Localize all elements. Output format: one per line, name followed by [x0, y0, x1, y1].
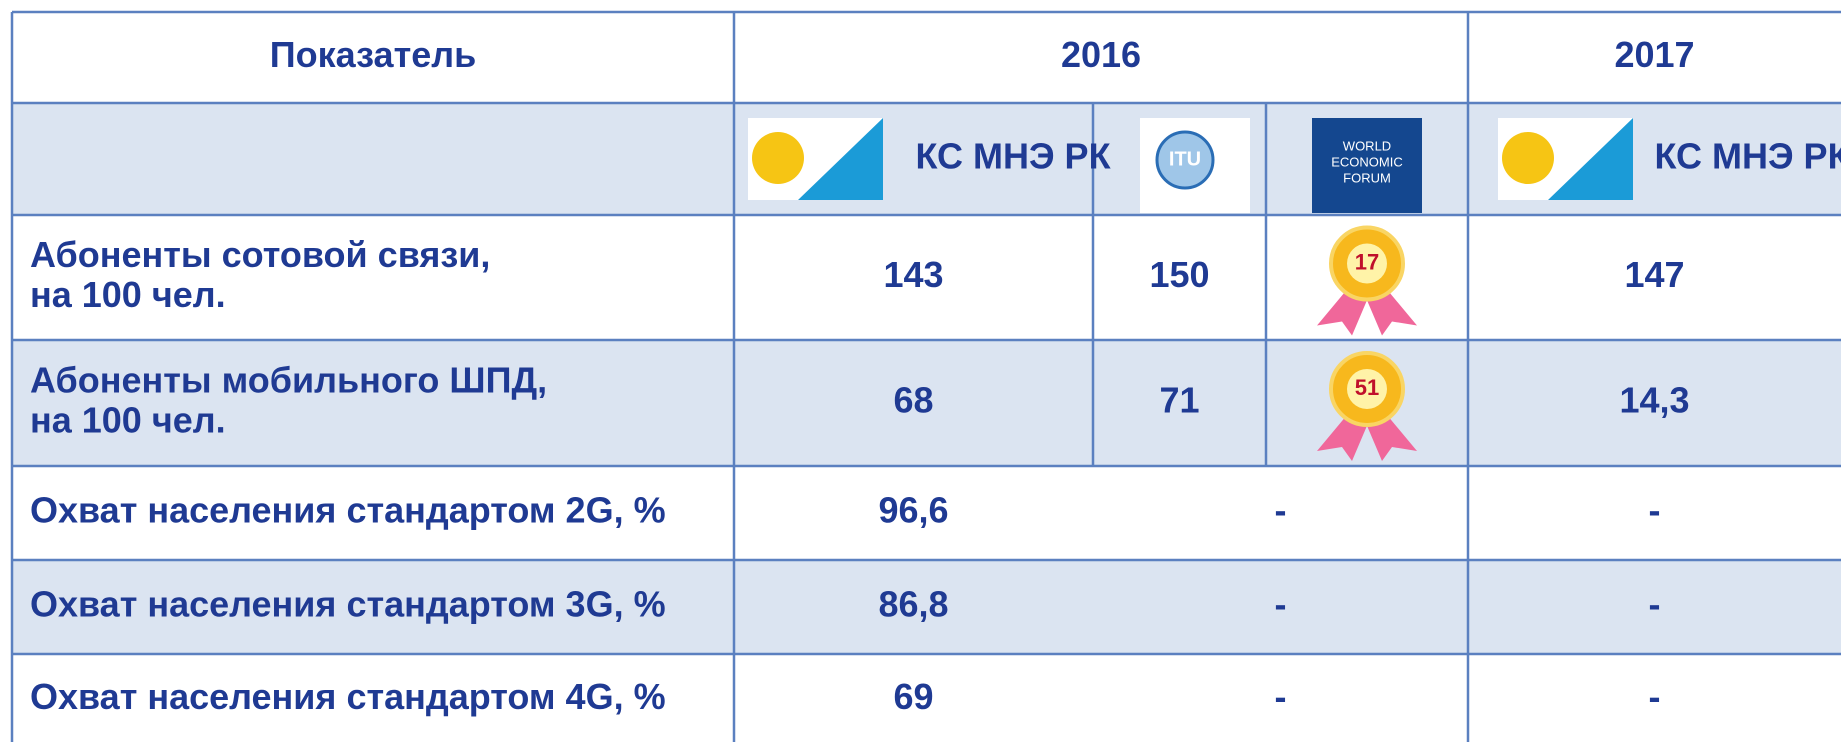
itu-text: ITU: [1169, 148, 1201, 170]
header-cell: 2016: [1061, 34, 1141, 75]
cell-value: 68: [893, 380, 933, 421]
source-label: КС МНЭ РК: [1654, 136, 1841, 177]
cell-value: 147: [1624, 254, 1684, 295]
row-label: Абоненты мобильного ШПД,: [30, 360, 547, 401]
table-screenshot: Показатель 2016 2017 КС МНЭ РК КС МНЭ РК ITU W…: [0, 0, 1841, 742]
wef-text: WORLD: [1343, 138, 1391, 153]
cell-value: -: [1275, 490, 1287, 531]
wef-text: ECONOMIC: [1331, 154, 1403, 169]
source-label: КС МНЭ РК: [915, 136, 1111, 177]
medal-rank: 17: [1355, 249, 1379, 274]
medal-rank: 51: [1355, 375, 1379, 400]
logo-sun: [1502, 132, 1554, 184]
row-label: Охват населения стандартом 2G, %: [30, 490, 666, 531]
row-label: Охват населения стандартом 3G, %: [30, 584, 666, 625]
cell-value: 71: [1159, 380, 1199, 421]
cell-value: 96,6: [878, 490, 948, 531]
cell-value: -: [1649, 584, 1661, 625]
cell-value: 86,8: [878, 584, 948, 625]
cell-value: 14,3: [1619, 380, 1689, 421]
cell-value: 150: [1149, 254, 1209, 295]
cell-value: 69: [893, 676, 933, 717]
logo-sun: [752, 132, 804, 184]
cell-value: 143: [883, 254, 943, 295]
wef-text: FORUM: [1343, 170, 1391, 185]
cell-value: -: [1649, 490, 1661, 531]
header-cell: Показатель: [270, 34, 476, 75]
row-label: Охват населения стандартом 4G, %: [30, 676, 666, 717]
row-label: на 100 чел.: [30, 274, 226, 315]
cell-value: -: [1275, 676, 1287, 717]
cell-value: -: [1649, 676, 1661, 717]
cell-value: -: [1275, 584, 1287, 625]
row-label: Абоненты сотовой связи,: [30, 234, 490, 275]
row-label: на 100 чел.: [30, 400, 226, 441]
header-cell: 2017: [1614, 34, 1694, 75]
